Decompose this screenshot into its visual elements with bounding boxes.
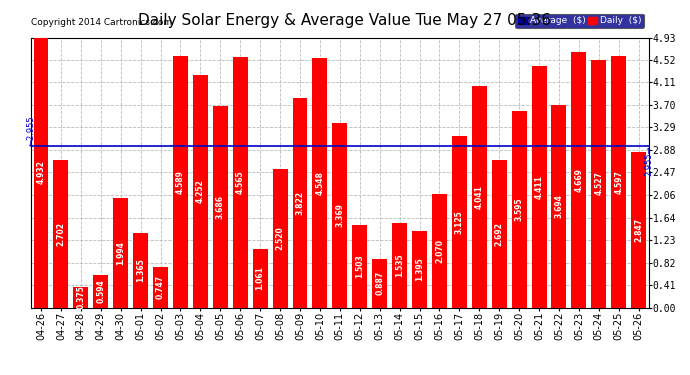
Text: 2.702: 2.702 bbox=[57, 222, 66, 246]
Text: 2.692: 2.692 bbox=[495, 222, 504, 246]
Bar bbox=[293, 98, 308, 308]
Bar bbox=[452, 136, 467, 308]
Bar bbox=[53, 159, 68, 308]
Text: 4.932: 4.932 bbox=[37, 160, 46, 184]
Bar bbox=[73, 287, 88, 308]
Bar bbox=[273, 170, 288, 308]
Bar bbox=[531, 66, 546, 308]
Bar bbox=[551, 105, 566, 308]
Text: 3.125: 3.125 bbox=[455, 210, 464, 234]
Text: 4.597: 4.597 bbox=[614, 170, 623, 194]
Bar bbox=[412, 231, 427, 308]
Bar bbox=[571, 52, 586, 308]
Text: 4.252: 4.252 bbox=[196, 179, 205, 203]
Text: 2.070: 2.070 bbox=[435, 239, 444, 263]
Text: 0.594: 0.594 bbox=[97, 279, 106, 303]
Text: 4.669: 4.669 bbox=[574, 168, 583, 192]
Bar bbox=[113, 198, 128, 308]
Bar bbox=[313, 58, 327, 308]
Bar bbox=[512, 111, 526, 308]
Bar bbox=[34, 38, 48, 308]
Bar bbox=[591, 60, 607, 308]
Text: 3.822: 3.822 bbox=[295, 191, 304, 215]
Text: 3.686: 3.686 bbox=[216, 195, 225, 219]
Text: 0.747: 0.747 bbox=[156, 275, 165, 299]
Text: 4.589: 4.589 bbox=[176, 170, 185, 194]
Bar bbox=[372, 259, 387, 308]
Bar bbox=[253, 249, 268, 308]
Text: 2.520: 2.520 bbox=[275, 226, 284, 251]
Text: 3.595: 3.595 bbox=[515, 197, 524, 221]
Text: 4.548: 4.548 bbox=[315, 171, 324, 195]
Bar bbox=[432, 194, 447, 308]
Text: 0.375: 0.375 bbox=[77, 285, 86, 309]
Text: 1.994: 1.994 bbox=[116, 241, 125, 265]
Bar bbox=[133, 233, 148, 308]
Legend: Average  ($), Daily  ($): Average ($), Daily ($) bbox=[515, 13, 644, 28]
Bar bbox=[631, 152, 646, 308]
Text: Daily Solar Energy & Average Value Tue May 27 05:36: Daily Solar Energy & Average Value Tue M… bbox=[139, 13, 551, 28]
Bar bbox=[392, 224, 407, 308]
Bar bbox=[333, 123, 347, 308]
Text: 4.411: 4.411 bbox=[535, 175, 544, 199]
Bar bbox=[233, 57, 248, 308]
Bar bbox=[193, 75, 208, 308]
Text: 1.503: 1.503 bbox=[355, 255, 364, 278]
Text: 1.395: 1.395 bbox=[415, 257, 424, 281]
Text: Copyright 2014 Cartronics.com: Copyright 2014 Cartronics.com bbox=[31, 18, 172, 27]
Bar bbox=[153, 267, 168, 308]
Text: 4.565: 4.565 bbox=[236, 171, 245, 194]
Bar bbox=[93, 275, 108, 308]
Text: 4.527: 4.527 bbox=[594, 172, 603, 195]
Text: 2.847: 2.847 bbox=[634, 217, 643, 242]
Bar bbox=[173, 56, 188, 308]
Text: 1.365: 1.365 bbox=[136, 258, 145, 282]
Bar bbox=[492, 160, 506, 308]
Text: 1.535: 1.535 bbox=[395, 254, 404, 277]
Text: 3.369: 3.369 bbox=[335, 203, 344, 227]
Bar bbox=[213, 106, 228, 308]
Text: 4.041: 4.041 bbox=[475, 185, 484, 209]
Text: 3.694: 3.694 bbox=[555, 194, 564, 218]
Text: 1.061: 1.061 bbox=[255, 267, 265, 290]
Text: 0.887: 0.887 bbox=[375, 271, 384, 296]
Bar bbox=[353, 225, 367, 308]
Text: ←2.955: ←2.955 bbox=[26, 115, 36, 146]
Bar bbox=[611, 56, 627, 308]
Text: 2.955→: 2.955→ bbox=[644, 146, 653, 176]
Bar bbox=[472, 86, 486, 308]
